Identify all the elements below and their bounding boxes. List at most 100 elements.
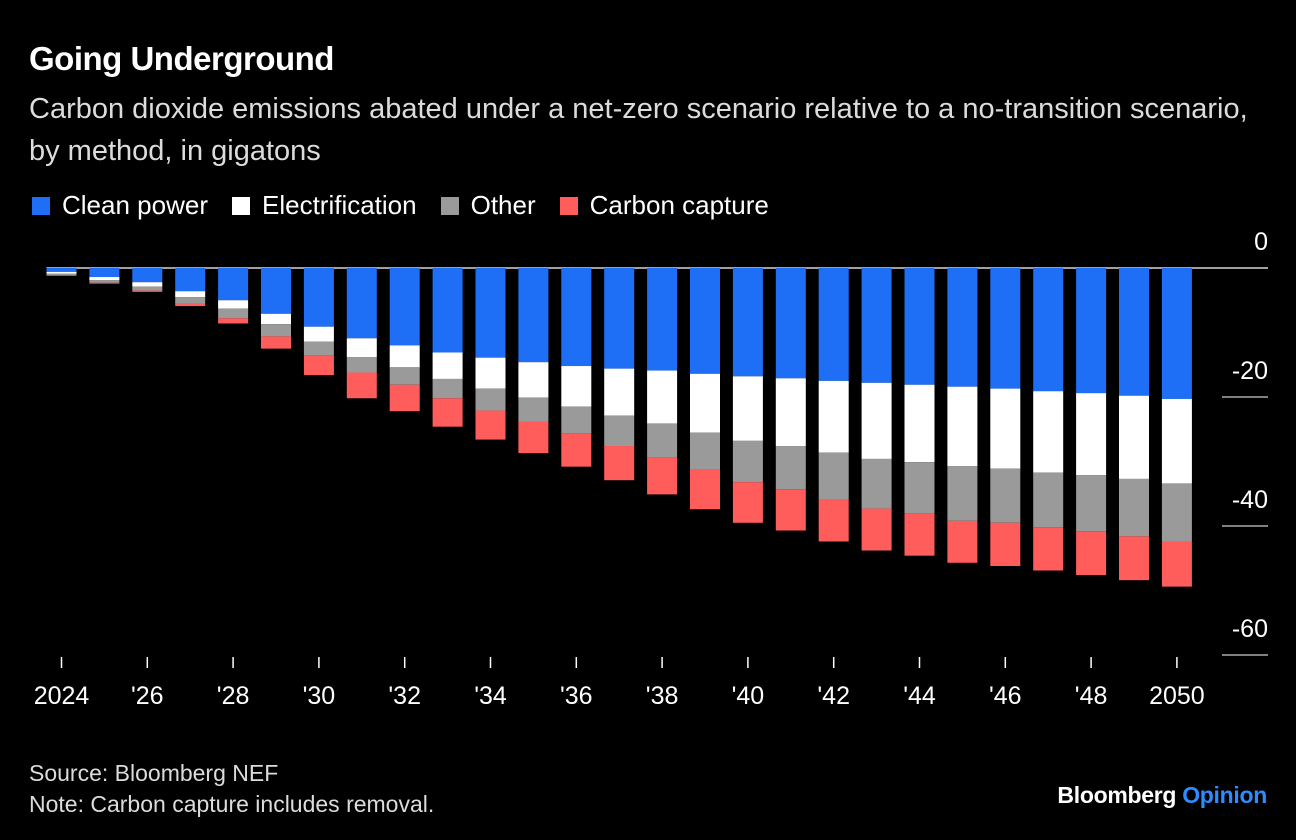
- bar-clean-power: [990, 268, 1021, 389]
- bar-electrification: [1076, 393, 1107, 476]
- bar-carbon-capture: [647, 457, 678, 495]
- legend-swatch-other: [440, 196, 459, 215]
- bar-other: [346, 357, 377, 373]
- bar-electrification: [46, 271, 77, 274]
- x-tick-label: '28: [217, 682, 250, 710]
- bar-other: [861, 458, 892, 509]
- bar-carbon-capture: [1033, 527, 1064, 571]
- bar-other: [261, 324, 291, 337]
- bar-electrification: [947, 386, 978, 467]
- bar-carbon-capture: [475, 410, 506, 440]
- x-tick-label: '48: [1075, 682, 1108, 710]
- bar-other: [904, 462, 935, 514]
- bar-clean-power: [46, 268, 77, 272]
- legend-item-electrification: Electrification: [231, 190, 417, 221]
- bar-other: [1076, 475, 1107, 532]
- bar-electrification: [732, 376, 763, 441]
- bar-electrification: [690, 373, 720, 433]
- bar-electrification: [861, 382, 892, 459]
- bar-carbon-capture: [89, 282, 120, 284]
- bar-other: [604, 415, 635, 447]
- x-tick-label: '44: [903, 682, 936, 710]
- bar-other: [518, 397, 549, 422]
- bar-electrification: [990, 388, 1021, 469]
- bar-clean-power: [732, 268, 763, 377]
- bar-carbon-capture: [690, 469, 720, 510]
- bar-other: [947, 466, 978, 521]
- bar-electrification: [475, 357, 506, 389]
- bar-other: [775, 446, 806, 490]
- bar-carbon-capture: [732, 482, 763, 523]
- bar-clean-power: [904, 268, 935, 385]
- x-tick-label: '26: [131, 682, 164, 710]
- bar-electrification: [1033, 391, 1064, 473]
- bar-electrification: [346, 338, 377, 358]
- bar-other: [1119, 478, 1149, 537]
- bar-electrification: [775, 378, 806, 447]
- bar-carbon-capture: [389, 384, 420, 412]
- bar-other: [1033, 472, 1064, 528]
- bar-electrification: [303, 326, 334, 342]
- bar-carbon-capture: [432, 398, 463, 427]
- bar-carbon-capture: [218, 318, 249, 324]
- legend-swatch-electrification: [231, 196, 250, 215]
- bar-other: [1161, 483, 1192, 542]
- bar-other: [389, 367, 420, 385]
- bar-clean-power: [647, 268, 678, 371]
- bar-clean-power: [604, 268, 635, 369]
- bar-clean-power: [947, 268, 978, 387]
- bar-clean-power: [1076, 268, 1107, 394]
- bar-carbon-capture: [132, 290, 163, 292]
- bar-other: [990, 468, 1021, 523]
- bar-electrification: [904, 384, 935, 463]
- bar-carbon-capture: [990, 522, 1021, 566]
- bar-carbon-capture: [1161, 541, 1192, 587]
- bar-clean-power: [518, 268, 549, 363]
- bar-carbon-capture: [303, 355, 334, 376]
- bar-other: [89, 280, 120, 283]
- y-tick-label: 0: [1254, 228, 1268, 256]
- legend-item-carbon-capture: Carbon capture: [559, 190, 769, 221]
- bar-electrification: [175, 291, 206, 298]
- note-text: Note: Carbon capture includes removal.: [29, 791, 435, 817]
- bar-other: [132, 286, 163, 291]
- bar-electrification: [389, 345, 420, 368]
- bar-electrification: [261, 313, 291, 325]
- x-tick-label: 2024: [34, 682, 90, 710]
- bar-electrification: [647, 370, 678, 424]
- brand-logo: Bloomberg Opinion: [1057, 782, 1267, 809]
- x-tick-label: '46: [989, 682, 1022, 710]
- bar-clean-power: [690, 268, 720, 374]
- bar-electrification: [1119, 395, 1149, 479]
- bar-other: [303, 341, 334, 356]
- bar-clean-power: [432, 268, 463, 353]
- bar-clean-power: [561, 268, 592, 367]
- bar-carbon-capture: [904, 513, 935, 556]
- bar-carbon-capture: [175, 303, 206, 307]
- bar-carbon-capture: [861, 508, 892, 551]
- bar-carbon-capture: [604, 446, 635, 481]
- bar-electrification: [132, 282, 163, 287]
- legend-item-other: Other: [440, 190, 536, 221]
- x-tick-label: '40: [732, 682, 765, 710]
- bar-carbon-capture: [1076, 531, 1107, 576]
- x-tick-label: 2050: [1149, 682, 1205, 710]
- bar-other: [732, 440, 763, 483]
- bar-clean-power: [475, 268, 506, 358]
- chart-subtitle: Carbon dioxide emissions abated under a …: [29, 93, 1248, 167]
- x-tick-label: '34: [474, 682, 507, 710]
- legend: Clean power Electrification Other Carbon…: [32, 190, 793, 221]
- x-tick-label: '30: [303, 682, 336, 710]
- legend-item-clean-power: Clean power: [32, 190, 208, 221]
- bar-clean-power: [1119, 268, 1149, 396]
- bar-other: [46, 273, 77, 276]
- y-tick-label: -40: [1232, 486, 1268, 514]
- bar-other: [475, 388, 506, 411]
- bar-electrification: [432, 352, 463, 379]
- bar-electrification: [89, 277, 120, 281]
- bar-clean-power: [89, 268, 120, 278]
- bar-other: [561, 406, 592, 434]
- bar-clean-power: [132, 268, 163, 283]
- bar-clean-power: [218, 268, 249, 301]
